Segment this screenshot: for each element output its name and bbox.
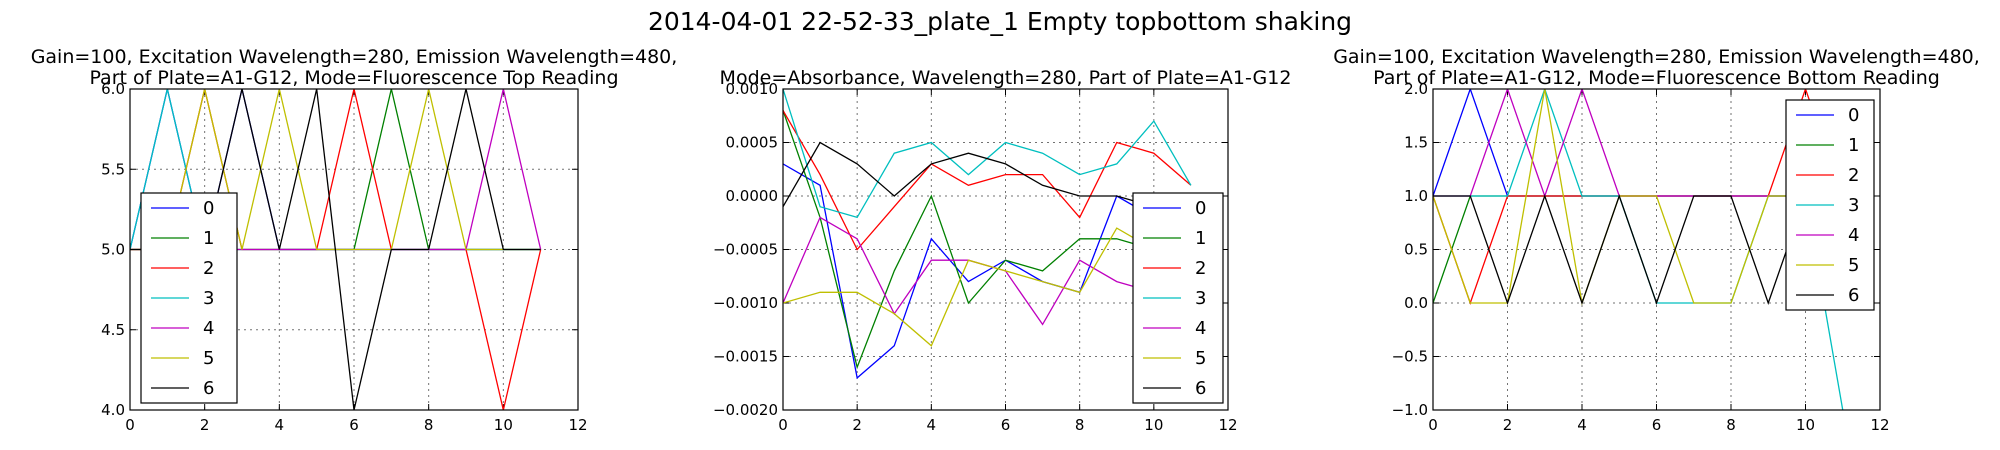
chart-1-xtick-label-5: 10 <box>1144 416 1163 434</box>
chart-2-ytick-label-6: 2.0 <box>1404 80 1428 98</box>
chart-1-legend-label-6: 6 <box>1195 378 1206 399</box>
chart-2-legend-label-5: 5 <box>1848 255 1859 276</box>
chart-1-ytick-label-6: 0.0010 <box>726 80 779 98</box>
chart-0-xtick-label-0: 0 <box>125 416 135 434</box>
chart-2-xtick-label-2: 4 <box>1577 416 1587 434</box>
chart-2-title-line-1: Part of Plate=A1-G12, Mode=Fluorescence … <box>1373 67 1940 89</box>
chart-0-legend-label-0: 0 <box>203 198 214 219</box>
chart-0-xtick-label-3: 6 <box>349 416 359 434</box>
chart-2-legend: 0 1 2 3 4 5 6 <box>1785 99 1875 311</box>
chart-2-legend-label-1: 1 <box>1848 135 1859 156</box>
chart-2-legend-label-6: 6 <box>1848 285 1859 306</box>
chart-2-series-5-line <box>1433 89 1843 306</box>
chart-2-title-line-0: Gain=100, Excitation Wavelength=280, Emi… <box>1333 46 1980 68</box>
chart-1-legend: 0 1 2 3 4 5 6 <box>1132 192 1224 404</box>
chart-1-ytick-label-5: 0.0005 <box>726 134 779 152</box>
chart-1-legend-label-3: 3 <box>1195 288 1206 309</box>
chart-2-ytick-label-1: −0.5 <box>1392 348 1428 366</box>
chart-0-ytick-label-4: 6.0 <box>101 80 125 98</box>
chart-1-series-0-line <box>783 163 1192 380</box>
chart-1-legend-label-2: 2 <box>1195 258 1206 279</box>
chart-1-legend-label-0: 0 <box>1195 198 1206 219</box>
figure-title: 2014-04-01 22-52-33_plate_1 Empty topbot… <box>648 7 1352 36</box>
chart-2-series-group <box>1433 89 1844 410</box>
chart-1-xtick-label-3: 6 <box>1001 416 1011 434</box>
chart-1-series-5-line <box>783 227 1191 347</box>
chart-2-xtick-label-3: 6 <box>1652 416 1662 434</box>
chart-0-legend-label-5: 5 <box>203 348 214 369</box>
chart-2-xtick-label-6: 12 <box>1870 416 1889 434</box>
chart-1-xtick-label-6: 12 <box>1218 416 1237 434</box>
chart-0-legend-label-4: 4 <box>203 318 214 339</box>
chart-2-ytick-label-3: 0.5 <box>1404 241 1428 259</box>
chart-0-xtick-label-4: 8 <box>424 416 434 434</box>
chart-0-legend: 0 1 2 3 4 5 6 <box>140 192 238 404</box>
chart-0-title-line-0: Gain=100, Excitation Wavelength=280, Emi… <box>31 46 678 68</box>
chart-0-xtick-label-5: 10 <box>494 416 513 434</box>
chart-1-legend-label-5: 5 <box>1195 348 1206 369</box>
chart-1-legend-label-1: 1 <box>1195 228 1206 249</box>
chart-2-xtick-label-0: 0 <box>1428 416 1438 434</box>
chart-1-series-1-line <box>783 110 1191 370</box>
chart-2-series-6-line <box>1433 194 1843 305</box>
chart-1-ytick-label-4: 0.0000 <box>726 187 779 205</box>
chart-1-xtick-label-1: 2 <box>852 416 862 434</box>
chart-2-legend-label-2: 2 <box>1848 165 1859 186</box>
chart-0-legend-label-1: 1 <box>203 228 214 249</box>
chart-2-xtick-label-1: 2 <box>1503 416 1513 434</box>
chart-1-ytick-label-3: −0.0005 <box>713 241 778 259</box>
chart-2-ytick-label-2: 0.0 <box>1404 294 1428 312</box>
chart-1-legend-label-4: 4 <box>1195 318 1206 339</box>
chart-1-xtick-label-0: 0 <box>778 416 788 434</box>
chart-2-axes-frame <box>1432 88 1881 411</box>
chart-1-ytick-label-2: −0.0010 <box>713 294 778 312</box>
chart-1-xtick-label-2: 4 <box>927 416 937 434</box>
chart-0-legend-label-3: 3 <box>203 288 214 309</box>
chart-1-ytick-label-0: −0.0020 <box>713 401 778 419</box>
charts-group: Gain=100, Excitation Wavelength=280, Emi… <box>31 46 1980 434</box>
chart-2-ytick-label-5: 1.5 <box>1404 134 1428 152</box>
chart-0: Gain=100, Excitation Wavelength=280, Emi… <box>31 46 678 434</box>
chart-0-legend-label-2: 2 <box>203 258 214 279</box>
chart-0-axes-frame <box>129 88 579 411</box>
chart-1: Mode=Absorbance, Wavelength=280, Part of… <box>713 67 1292 434</box>
chart-0-legend-label-6: 6 <box>203 378 214 399</box>
chart-2-legend-label-0: 0 <box>1848 105 1859 126</box>
chart-0-ytick-label-3: 5.5 <box>101 160 125 178</box>
chart-2-ytick-label-0: −1.0 <box>1392 401 1428 419</box>
chart-0-ytick-label-0: 4.0 <box>101 401 125 419</box>
chart-1-title-line-0: Mode=Absorbance, Wavelength=280, Part of… <box>720 67 1292 89</box>
chart-1-axes-frame <box>782 88 1229 411</box>
chart-1-ytick-label-1: −0.0015 <box>713 348 778 366</box>
chart-1-series-6-line <box>783 141 1191 208</box>
chart-2-xtick-label-4: 8 <box>1726 416 1736 434</box>
chart-1-xtick-label-4: 8 <box>1075 416 1085 434</box>
chart-0-xtick-label-6: 12 <box>568 416 587 434</box>
chart-0-xtick-label-2: 4 <box>275 416 285 434</box>
chart-2-legend-label-4: 4 <box>1848 225 1859 246</box>
chart-0-ytick-label-2: 5.0 <box>101 241 125 259</box>
chart-0-ytick-label-1: 4.5 <box>101 321 125 339</box>
chart-0-xtick-label-1: 2 <box>200 416 210 434</box>
chart-2-xtick-label-5: 10 <box>1796 416 1815 434</box>
chart-1-series-2-line <box>783 110 1192 251</box>
chart-1-series-group <box>783 89 1192 380</box>
chart-2: Gain=100, Excitation Wavelength=280, Emi… <box>1333 46 1980 434</box>
chart-0-title-line-1: Part of Plate=A1-G12, Mode=Fluorescence … <box>89 67 618 89</box>
chart-2-legend-label-3: 3 <box>1848 195 1859 216</box>
chart-2-ytick-label-4: 1.0 <box>1404 187 1428 205</box>
